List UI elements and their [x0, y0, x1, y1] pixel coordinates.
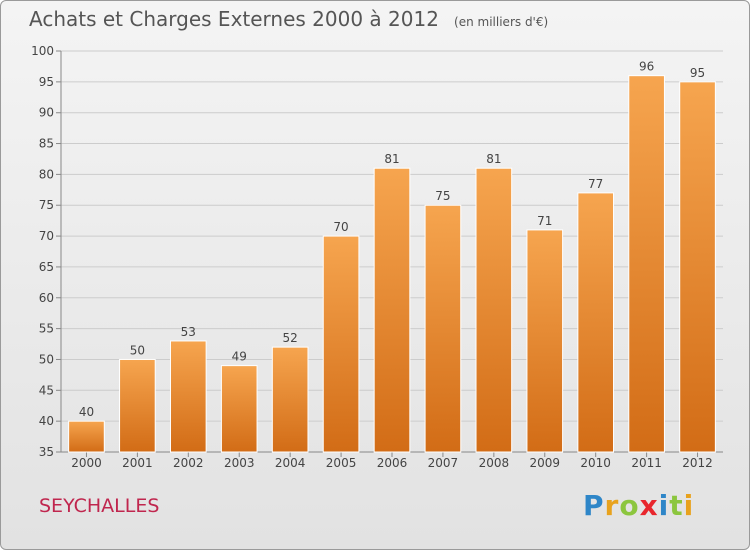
x-tick-label: 2004 [275, 456, 306, 470]
x-tick-label: 2002 [173, 456, 204, 470]
y-tick-label: 100 [31, 44, 54, 58]
y-tick-label: 45 [39, 383, 54, 397]
x-tick-label: 2001 [122, 456, 153, 470]
bars [68, 75, 716, 453]
chart-subtitle: (en milliers d'€) [454, 15, 549, 29]
y-tick-label: 70 [39, 229, 54, 243]
x-tick-label: 2000 [71, 456, 102, 470]
data-label: 81 [486, 152, 501, 166]
bar [475, 167, 513, 453]
y-tick-label: 80 [39, 167, 54, 181]
x-tick-label: 2006 [377, 456, 408, 470]
bar [679, 81, 716, 453]
x-tick-label: 2005 [326, 456, 357, 470]
data-label: 49 [232, 350, 247, 364]
logo-letter: r [604, 489, 620, 522]
chart-title: Achats et Charges Externes 2000 à 2012 [29, 7, 439, 31]
y-tick-label: 75 [39, 198, 54, 212]
x-tick-label: 2012 [682, 456, 713, 470]
bar [373, 167, 411, 453]
bar [322, 235, 360, 453]
data-label: 96 [639, 60, 654, 74]
title-row: Achats et Charges Externes 2000 à 2012 (… [29, 7, 548, 31]
data-label: 70 [333, 220, 348, 234]
x-tick-label: 2011 [631, 456, 662, 470]
y-tick-label: 85 [39, 137, 54, 151]
data-label: 53 [181, 325, 196, 339]
y-tick-label: 60 [39, 291, 54, 305]
data-label: 95 [690, 66, 705, 80]
x-tick-label: 2009 [529, 456, 560, 470]
proxiti-logo: Proxiti [583, 489, 694, 522]
logo-letter: i [658, 489, 670, 522]
data-label: 50 [130, 343, 145, 357]
bar [526, 229, 564, 453]
logo-letter: P [583, 489, 605, 522]
data-label: 75 [435, 189, 450, 203]
place-name: SEYCHALLES [39, 495, 160, 517]
y-tick-label: 50 [39, 352, 54, 366]
y-tick-label: 40 [39, 414, 54, 428]
bar [628, 75, 665, 453]
bar [220, 365, 258, 453]
logo-letter: o [619, 489, 640, 522]
x-tick-label: 2003 [224, 456, 255, 470]
bar [119, 358, 156, 453]
x-tick-label: 2007 [428, 456, 459, 470]
labels: 35 40 45 50 55 60 65 70 75 80 85 90 95 100 40 2000 50 200… [31, 44, 713, 470]
data-label: 71 [537, 214, 552, 228]
bar [577, 192, 615, 453]
bar [68, 420, 105, 453]
data-label: 77 [588, 177, 603, 191]
data-label: 40 [79, 405, 94, 419]
logo-letter: i [683, 489, 695, 522]
data-label: 52 [283, 331, 298, 345]
y-tick-label: 90 [39, 106, 54, 120]
x-tick-label: 2010 [580, 456, 611, 470]
x-tick-label: 2008 [479, 456, 510, 470]
bar [271, 346, 309, 453]
logo-letter: t [669, 489, 684, 522]
y-tick-label: 95 [39, 75, 54, 89]
logo-letter: x [639, 489, 659, 522]
y-tick-label: 55 [39, 322, 54, 336]
bar [424, 204, 462, 453]
data-label: 81 [384, 152, 399, 166]
y-tick-label: 35 [39, 445, 54, 459]
bar [169, 340, 207, 453]
y-tick-label: 65 [39, 260, 54, 274]
